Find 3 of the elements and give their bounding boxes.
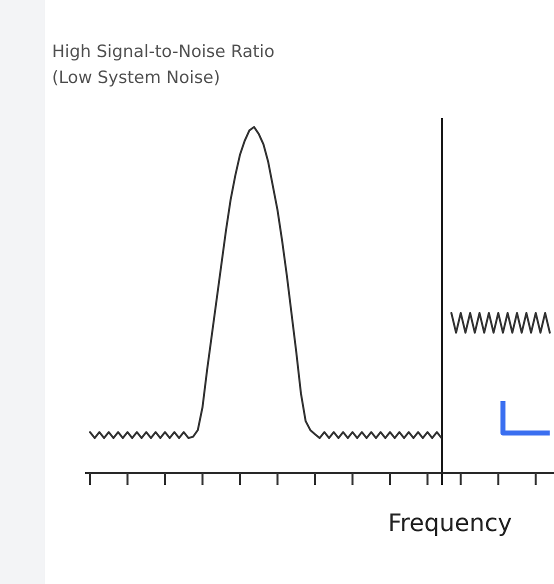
chart-title: High Signal-to-Noise Ratio — [52, 42, 275, 62]
chart-subtitle: (Low System Noise) — [52, 68, 220, 88]
x-axis-title: Frequency — [388, 509, 512, 537]
